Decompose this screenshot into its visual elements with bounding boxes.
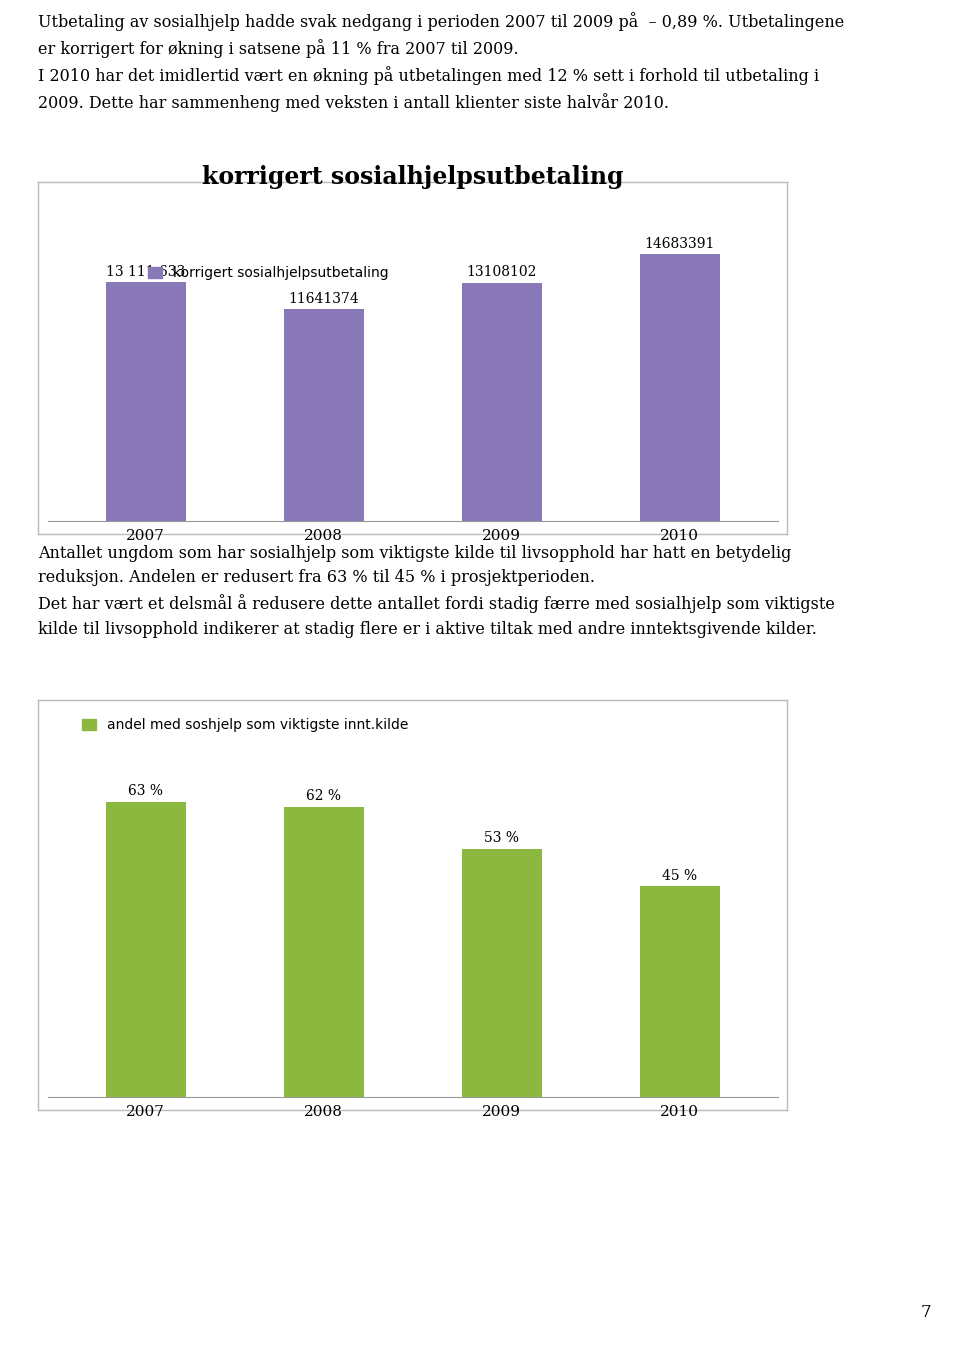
Bar <box>284 310 364 521</box>
Legend: korrigert sosialhjelpsutbetaling: korrigert sosialhjelpsutbetaling <box>142 261 395 285</box>
Text: 11641374: 11641374 <box>288 292 359 306</box>
Text: Antallet ungdom som har sosialhjelp som viktigste kilde til livsopphold har hatt: Antallet ungdom som har sosialhjelp som … <box>38 545 835 638</box>
Text: 63 %: 63 % <box>129 785 163 798</box>
Bar <box>106 802 186 1097</box>
Text: 7: 7 <box>921 1304 931 1320</box>
Bar <box>106 283 186 521</box>
Text: 62 %: 62 % <box>306 789 342 804</box>
Text: 13108102: 13108102 <box>467 265 537 280</box>
Text: 14683391: 14683391 <box>644 237 715 250</box>
Bar <box>462 283 541 521</box>
Text: 13 111 633: 13 111 633 <box>107 265 185 279</box>
Title: korrigert sosialhjelpsutbetaling: korrigert sosialhjelpsutbetaling <box>202 166 624 188</box>
Text: Utbetaling av sosialhjelp hadde svak nedgang i perioden 2007 til 2009 på  – 0,89: Utbetaling av sosialhjelp hadde svak ned… <box>38 12 845 112</box>
Bar <box>284 806 364 1097</box>
Text: 53 %: 53 % <box>484 832 519 845</box>
Bar <box>639 886 720 1097</box>
Bar <box>462 849 541 1097</box>
Legend: andel med soshjelp som viktigste innt.kilde: andel med soshjelp som viktigste innt.ki… <box>77 712 415 738</box>
Bar <box>639 254 720 521</box>
Text: 45 %: 45 % <box>662 868 697 883</box>
